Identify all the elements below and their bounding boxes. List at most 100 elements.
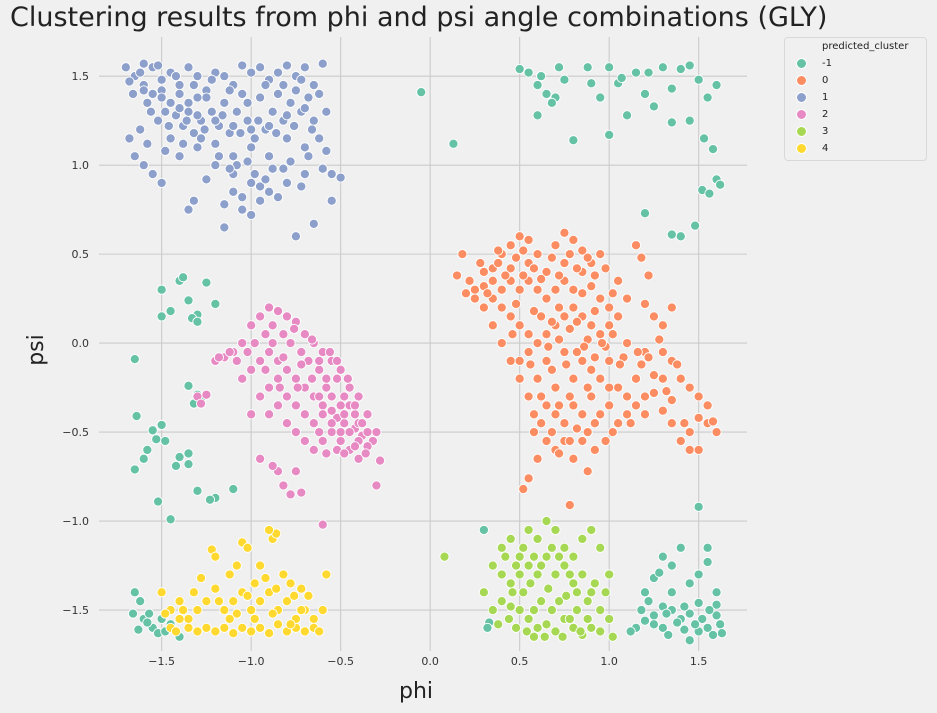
legend: predicted_cluster -1 0 1 2 3 4 <box>784 37 927 161</box>
y-axis-label: psi <box>24 334 49 366</box>
scatter-point-cluster-3 <box>503 613 514 625</box>
scatter-point-cluster-0 <box>675 435 686 447</box>
scatter-point-cluster--1 <box>672 617 683 628</box>
scatter-point-cluster--1 <box>636 605 647 616</box>
scatter-point-cluster-3 <box>528 605 540 616</box>
scatter-point-cluster-0 <box>469 284 480 295</box>
scatter-point-cluster--1 <box>228 483 239 495</box>
scatter-point-cluster-0 <box>523 234 534 245</box>
scatter-point-cluster-2 <box>246 364 257 375</box>
scatter-point-cluster--1 <box>448 138 459 149</box>
legend-title: predicted_cluster <box>822 41 909 52</box>
scatter-point-cluster-4 <box>264 524 275 536</box>
scatter-point-cluster-0 <box>536 311 547 322</box>
scatter-point-cluster--1 <box>711 610 722 621</box>
scatter-point-cluster--1 <box>690 619 701 630</box>
scatter-point-cluster-1 <box>199 124 210 135</box>
legend-marker <box>796 75 807 86</box>
scatter-point-cluster-0 <box>607 329 618 340</box>
scatter-point-cluster-0 <box>586 391 597 402</box>
scatter-point-cluster-2 <box>314 355 325 366</box>
scatter-point-cluster--1 <box>170 460 182 471</box>
scatter-point-cluster-1 <box>281 60 293 71</box>
scatter-point-cluster-0 <box>586 364 597 375</box>
scatter-point-cluster-0 <box>496 338 507 349</box>
scatter-point-cluster-1 <box>188 128 199 139</box>
scatter-point-cluster-4 <box>285 578 296 589</box>
scatter-point-cluster-1 <box>183 106 194 117</box>
scatter-point-cluster-2 <box>349 441 361 452</box>
scatter-point-cluster-1 <box>124 76 135 87</box>
scatter-point-cluster-1 <box>249 168 260 180</box>
scatter-point-cluster-0 <box>568 453 579 464</box>
scatter-point-cluster-0 <box>613 418 624 429</box>
scatter-point-cluster-3 <box>550 569 561 580</box>
legend-entry: 1 <box>796 89 926 106</box>
scatter-point-cluster-1 <box>308 218 319 229</box>
scatter-point-cluster-1 <box>163 120 174 132</box>
scatter-point-cluster-1 <box>308 115 319 126</box>
scatter-point-cluster-0 <box>559 257 570 269</box>
scatter-point-cluster-0 <box>577 288 588 299</box>
scatter-point-cluster-1 <box>326 195 337 206</box>
scatter-point-cluster-2 <box>296 346 307 358</box>
scatter-point-cluster-0 <box>514 355 525 366</box>
scatter-point-cluster--1 <box>127 608 139 619</box>
scatter-point-cluster-0 <box>561 359 572 370</box>
scatter-point-cluster--1 <box>639 88 651 100</box>
scatter-point-cluster--1 <box>666 83 677 94</box>
scatter-point-cluster-3 <box>505 578 516 589</box>
scatter-point-cluster-2 <box>285 338 296 349</box>
scatter-point-cluster-0 <box>528 427 540 438</box>
scatter-point-cluster-3 <box>507 587 518 598</box>
scatter-point-cluster--1 <box>478 524 489 536</box>
scatter-point-cluster-2 <box>317 435 328 447</box>
scatter-point-cluster-1 <box>303 151 314 162</box>
scatter-point-cluster-1 <box>219 199 230 210</box>
scatter-point-cluster-1 <box>219 71 230 82</box>
scatter-point-cluster--1 <box>675 231 686 242</box>
scatter-point-cluster-2 <box>353 453 364 464</box>
scatter-point-cluster--1 <box>675 542 686 553</box>
scatter-point-cluster-3 <box>541 551 552 562</box>
scatter-point-cluster--1 <box>663 629 674 641</box>
scatter-point-cluster--1 <box>165 514 176 525</box>
scatter-point-cluster-2 <box>272 306 284 317</box>
scatter-point-cluster--1 <box>541 88 552 100</box>
scatter-point-cluster--1 <box>702 542 713 553</box>
scatter-point-cluster-2 <box>237 338 248 349</box>
scatter-point-cluster-1 <box>321 145 332 156</box>
scatter-point-cluster-2 <box>299 329 310 340</box>
scatter-point-cluster-1 <box>156 177 167 188</box>
scatter-point-cluster-4 <box>242 542 253 553</box>
scatter-point-cluster-1 <box>237 88 248 100</box>
scatter-point-cluster-1 <box>192 71 203 82</box>
scatter-point-cluster-0 <box>586 320 597 331</box>
scatter-point-cluster-0 <box>532 338 543 349</box>
scatter-point-cluster--1 <box>201 277 212 288</box>
scatter-point-cluster--1 <box>666 117 677 128</box>
scatter-point-cluster-0 <box>564 391 575 402</box>
scatter-point-cluster-0 <box>639 391 651 402</box>
scatter-point-cluster-1 <box>120 62 131 73</box>
scatter-point-cluster-1 <box>145 106 156 117</box>
scatter-point-cluster-4 <box>210 626 221 637</box>
scatter-point-cluster-0 <box>595 293 606 304</box>
scatter-point-cluster-1 <box>192 92 203 103</box>
scatter-point-cluster-2 <box>374 455 386 466</box>
scatter-point-cluster-2 <box>339 448 350 459</box>
scatter-point-cluster-4 <box>156 587 167 598</box>
scatter-point-cluster--1 <box>675 63 686 75</box>
scatter-point-cluster-1 <box>289 120 300 132</box>
scatter-point-cluster-0 <box>639 409 651 420</box>
scatter-point-cluster-3 <box>539 631 550 642</box>
scatter-point-cluster-2 <box>289 323 300 334</box>
scatter-point-cluster-0 <box>532 249 543 260</box>
scatter-point-cluster--1 <box>666 560 677 571</box>
scatter-point-cluster-3 <box>532 622 543 633</box>
scatter-point-cluster-1 <box>303 92 314 103</box>
scatter-point-cluster-1 <box>255 181 266 192</box>
scatter-point-cluster--1 <box>693 74 704 85</box>
scatter-point-cluster--1 <box>532 110 543 121</box>
scatter-point-cluster-0 <box>541 435 552 447</box>
